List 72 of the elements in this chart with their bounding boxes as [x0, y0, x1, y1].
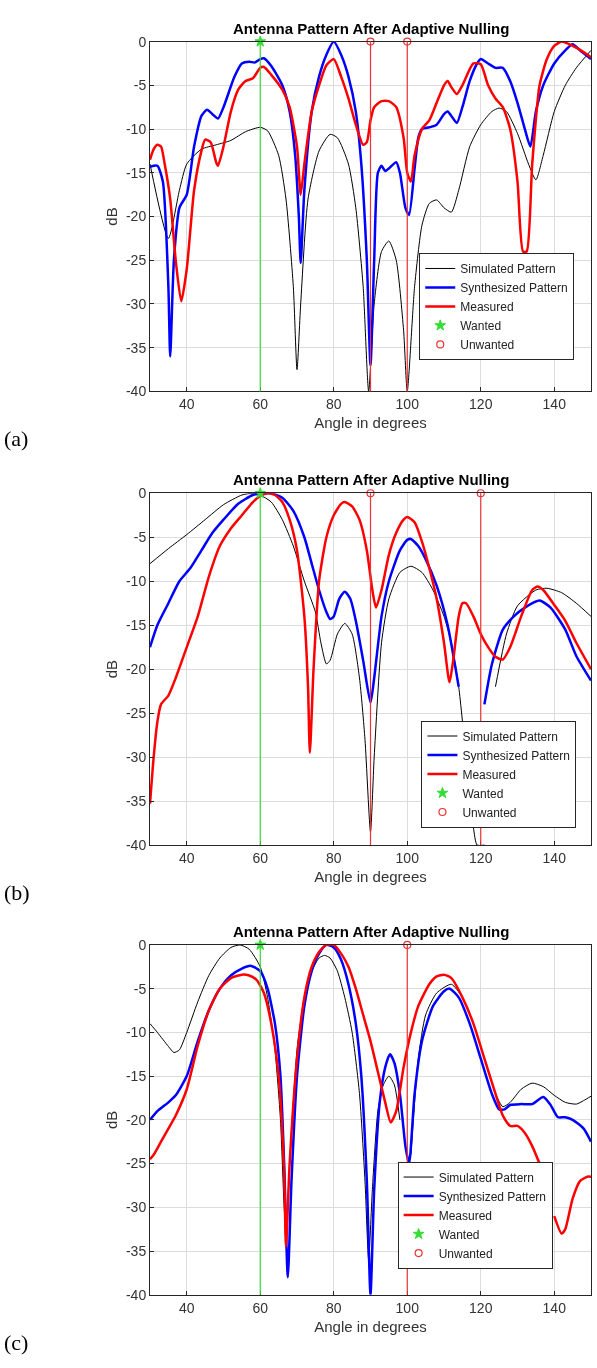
y-tick-label: -5	[133, 77, 147, 94]
x-tick-label: 120	[469, 396, 493, 413]
x-axis-title: Angle in degrees	[314, 414, 427, 432]
y-tick-label: -5	[133, 529, 147, 546]
x-tick-label: 60	[252, 849, 269, 866]
y-tick-label: -10	[125, 120, 147, 137]
legend-label: Unwanted	[462, 805, 517, 820]
x-tick-label: 140	[542, 1299, 567, 1316]
y-tick-label: -30	[125, 1199, 147, 1216]
x-tick-label: 120	[469, 1299, 493, 1316]
y-tick-label: -40	[125, 837, 147, 853]
y-tick-label: -35	[125, 339, 147, 356]
y-axis-title: dB	[103, 660, 121, 679]
x-axis-title: Angle in degrees	[314, 867, 427, 885]
y-tick-label: 0	[138, 936, 147, 953]
y-tick-label: -30	[125, 749, 147, 766]
y-tick-label: -25	[125, 705, 147, 722]
legend-label: Wanted	[460, 319, 502, 334]
legend-label: Synthesized Pattern	[438, 1189, 547, 1204]
y-tick-label: -40	[125, 383, 147, 400]
text: (a)	[4, 426, 29, 451]
y-tick-label: -15	[125, 164, 147, 181]
y-tick-label: -30	[125, 295, 147, 312]
text: (c)	[4, 1330, 29, 1355]
x-tick-label: 60	[252, 396, 269, 413]
legend-label: Wanted	[438, 1227, 480, 1242]
y-axis-title: dB	[103, 207, 121, 226]
y-tick-label: -25	[125, 1155, 147, 1172]
y-tick-label: -20	[125, 208, 147, 225]
legend-label: Synthesized Pattern	[460, 281, 568, 296]
x-tick-label: 80	[325, 396, 342, 413]
legend-label: Simulated Pattern	[460, 262, 556, 277]
x-tick-label: 40	[178, 1299, 195, 1316]
y-tick-label: -20	[125, 661, 147, 678]
legend-label: Wanted	[462, 786, 504, 801]
y-axis-title: dB	[103, 1110, 121, 1130]
x-axis-title: Angle in degrees	[314, 1317, 427, 1335]
legend-label: Unwanted	[438, 1246, 493, 1261]
y-tick-label: -40	[125, 1286, 147, 1303]
y-tick-label: -10	[125, 1024, 147, 1041]
chart-title: Antenna Pattern After Adaptive Nulling	[233, 471, 510, 488]
x-tick-label: 60	[252, 1299, 269, 1316]
x-tick-label: 100	[395, 396, 420, 413]
chart-title: Antenna Pattern After Adaptive Nulling	[233, 20, 510, 37]
x-tick-label: 80	[325, 1299, 342, 1316]
x-tick-label: 40	[178, 396, 195, 413]
y-tick-label: -35	[125, 1242, 147, 1259]
legend-label: Unwanted	[460, 338, 515, 353]
x-tick-label: 80	[325, 849, 342, 866]
text: (b)	[4, 880, 30, 905]
x-tick-label: 40	[178, 849, 195, 866]
y-tick-label: 0	[138, 485, 147, 502]
chart-title: Antenna Pattern After Adaptive Nulling	[233, 923, 510, 940]
legend-label: Measured	[460, 300, 514, 315]
y-tick-label: -35	[125, 793, 147, 810]
legend-label: Synthesized Pattern	[462, 748, 570, 763]
y-tick-label: -20	[125, 1111, 147, 1128]
y-tick-label: 0	[138, 33, 147, 50]
x-tick-label: 140	[542, 396, 567, 413]
y-tick-label: -5	[133, 980, 147, 997]
y-tick-label: -15	[125, 617, 147, 634]
x-tick-label: 100	[395, 1299, 420, 1316]
y-tick-label: -10	[125, 573, 147, 590]
y-tick-label: -25	[125, 252, 147, 269]
x-tick-label: 100	[395, 849, 420, 866]
x-tick-label: 140	[542, 849, 567, 866]
legend-label: Measured	[462, 767, 516, 782]
legend-label: Simulated Pattern	[438, 1170, 535, 1185]
legend-label: Measured	[438, 1208, 493, 1223]
x-tick-label: 120	[469, 849, 493, 866]
y-tick-label: -15	[125, 1068, 147, 1085]
legend-label: Simulated Pattern	[462, 729, 558, 744]
